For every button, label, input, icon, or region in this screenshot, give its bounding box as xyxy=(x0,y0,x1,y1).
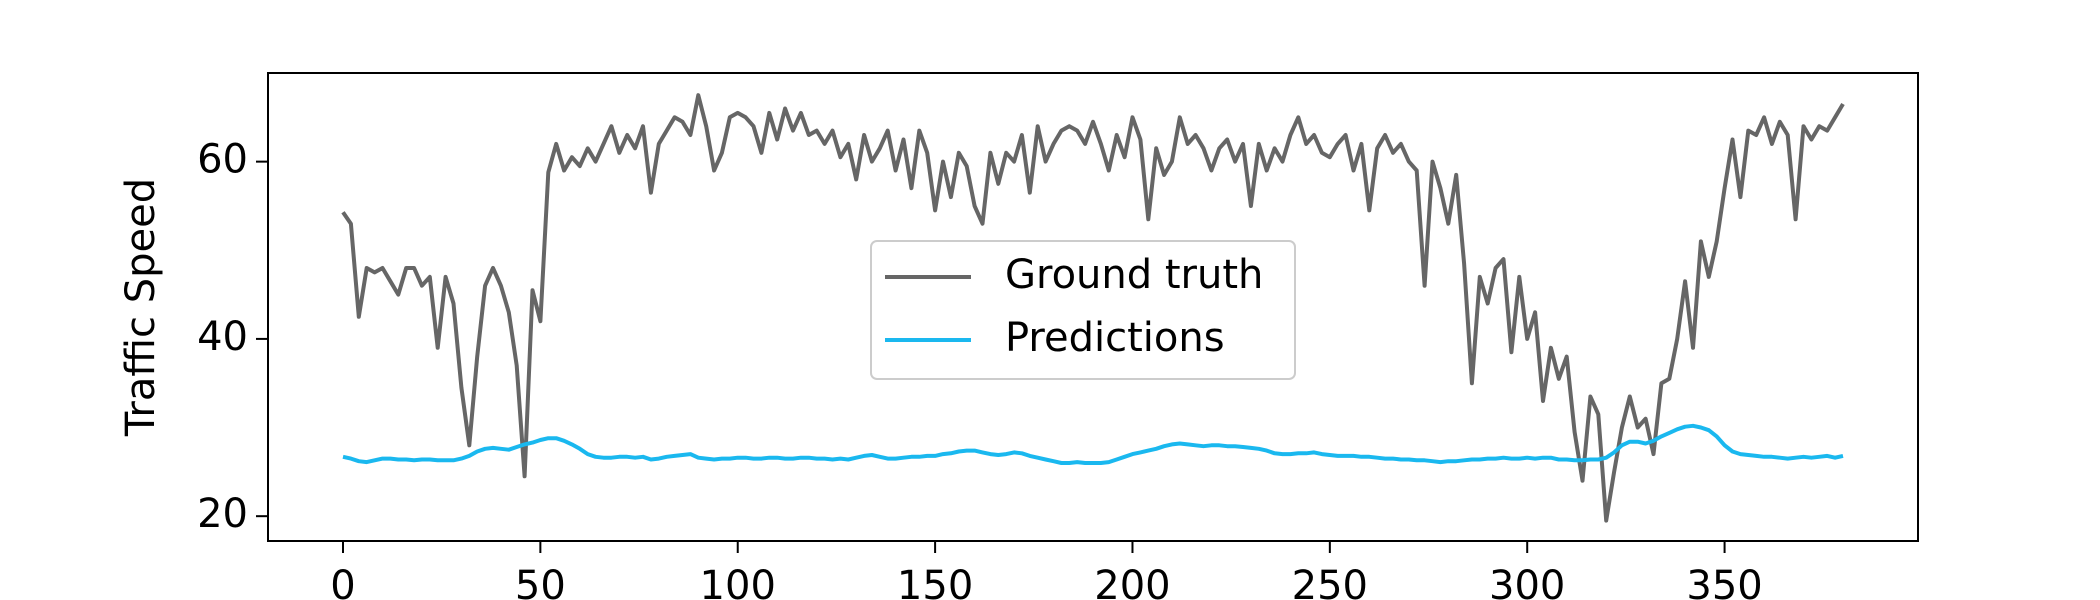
plot-frame xyxy=(267,72,1919,542)
y-tick-label: 20 xyxy=(197,491,248,537)
x-tick-label: 50 xyxy=(515,563,566,600)
x-tick-label: 250 xyxy=(1292,563,1368,600)
data-line xyxy=(342,423,1844,465)
x-tick-label: 100 xyxy=(700,563,776,600)
legend-label: Predictions xyxy=(1005,315,1225,361)
y-tick-label: 60 xyxy=(197,137,248,183)
data-line xyxy=(341,93,1845,523)
legend-box xyxy=(870,240,1296,380)
x-tick-label: 0 xyxy=(330,563,355,600)
x-tick-label: 200 xyxy=(1094,563,1170,600)
legend-label: Ground truth xyxy=(1005,252,1263,298)
x-tick-label: 300 xyxy=(1489,563,1565,600)
x-tick-label: 350 xyxy=(1686,563,1762,600)
y-axis-label: Traffic Speed xyxy=(118,178,164,437)
y-tick-label: 40 xyxy=(197,314,248,360)
x-tick-label: 150 xyxy=(897,563,973,600)
